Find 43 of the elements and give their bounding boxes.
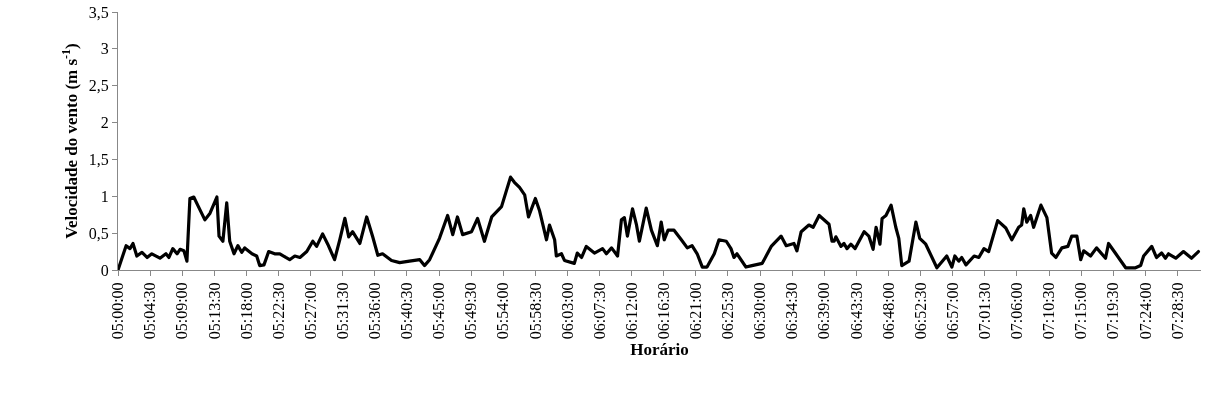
x-tick-label: 05:45:00 [430, 282, 448, 340]
x-tick-label: 06:57:00 [943, 282, 961, 340]
x-tick-label: 05:31:30 [333, 282, 351, 340]
x-tick-label: 07:15:00 [1072, 282, 1090, 340]
x-tick-label: 05:09:00 [173, 282, 191, 340]
y-tick-label: 0 [100, 261, 109, 279]
y-tick-label: 2 [100, 114, 109, 132]
x-tick-label: 07:10:30 [1040, 282, 1058, 340]
x-tick-label: 05:18:00 [237, 282, 255, 340]
y-tick-label: 1,5 [88, 151, 109, 169]
x-tick-label: 06:03:00 [558, 282, 576, 340]
y-tick-label: 2,5 [88, 77, 109, 95]
y-tick-label: 0,5 [88, 224, 109, 242]
x-tick-label: 07:19:30 [1104, 282, 1122, 340]
x-tick-label: 05:27:00 [301, 282, 319, 340]
x-tick-label: 05:22:30 [269, 282, 287, 340]
x-tick-label: 06:30:00 [751, 282, 769, 340]
x-axis-title: Horário [630, 339, 689, 359]
x-tick-label: 05:54:00 [494, 282, 512, 340]
x-tick-label: 06:48:00 [879, 282, 897, 340]
y-tick-label: 3 [100, 40, 109, 58]
x-tick-label: 05:00:00 [109, 282, 127, 340]
x-tick-label: 06:39:00 [815, 282, 833, 340]
x-tick-label: 07:06:00 [1008, 282, 1026, 340]
x-tick-label: 06:25:30 [719, 282, 737, 340]
x-tick-label: 06:43:30 [847, 282, 865, 340]
x-tick-label: 05:04:30 [141, 282, 159, 340]
x-tick-label: 06:52:30 [911, 282, 929, 340]
x-tick-label: 05:13:30 [205, 282, 223, 340]
x-tick-label: 06:07:30 [590, 282, 608, 340]
x-tick-label: 05:49:30 [462, 282, 480, 340]
y-tick-label: 3,5 [88, 3, 109, 21]
x-tick-label: 05:36:00 [366, 282, 384, 340]
x-tick-label: 06:16:30 [654, 282, 672, 340]
x-tick-label: 07:24:00 [1136, 282, 1154, 340]
x-tick-label: 07:28:30 [1168, 282, 1186, 340]
x-tick-label: 06:21:00 [687, 282, 705, 340]
x-tick-label: 06:34:30 [783, 282, 801, 340]
x-tick-label: 07:01:30 [976, 282, 994, 340]
x-tick-label: 06:12:00 [622, 282, 640, 340]
x-tick-label: 05:40:30 [398, 282, 416, 340]
x-tick-label: 05:58:30 [526, 282, 544, 340]
y-tick-label: 1 [100, 187, 109, 205]
